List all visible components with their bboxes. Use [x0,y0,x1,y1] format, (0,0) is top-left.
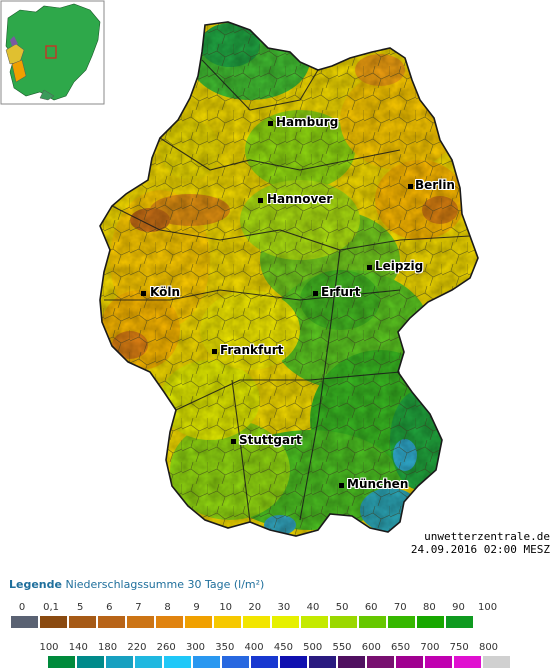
legend-tick-label: 180 [98,642,118,653]
city-dot-hamburg [268,121,273,126]
legend-tick-label: 260 [156,642,176,653]
legend-swatch [106,656,133,668]
credit-datetime: 24.09.2016 02:00 MESZ [410,543,550,556]
legend-tick-label: 70 [393,602,407,613]
legend-tick-label: 6 [106,602,113,613]
inset-europe-map [0,0,105,105]
city-dot-hannover [258,198,263,203]
legend-swatch [193,656,220,668]
legend-swatch [309,656,336,668]
legend-tick-label: 5 [77,602,84,613]
legend-swatch [359,616,386,628]
legend-swatch [77,656,104,668]
legend-swatch [222,656,249,668]
legend-swatch [164,656,191,668]
city-label-berlin: Berlin [415,178,455,192]
legend-swatch [48,656,75,668]
legend-tick-label: 220 [127,642,147,653]
legend-swatch [11,616,38,628]
legend-swatch [396,656,423,668]
legend-tick-label: 0,1 [43,602,60,613]
city-label-hamburg: Hamburg [276,115,339,129]
legend-swatch [483,656,510,668]
legend-swatch [243,616,270,628]
legend-tick-label: 350 [215,642,235,653]
scale1-labels: 0 0,1 5 6 7 8 9 10 20 30 40 50 60 70 80 90 100 [0,602,560,614]
legend-tick-label: 0 [18,602,26,613]
legend-tick-label: 30 [277,602,291,613]
legend-header: Legende Niederschlagssumme 30 Tage (l/m²… [9,578,264,591]
legend-swatch [425,656,452,668]
legend-swatch [388,616,415,628]
city-dot-stuttgart [231,439,236,444]
city-dot-muenchen [339,483,344,488]
legend-tick-label: 8 [164,602,171,613]
legend-tick-label: 500 [303,642,323,653]
legend-tick-label: 550 [332,642,352,653]
city-label-hannover: Hannover [267,192,333,206]
legend-swatch [367,656,394,668]
legend-tick-label: 450 [273,642,293,653]
legend-swatch [40,616,67,628]
legend-tick-label: 600 [361,642,381,653]
city-dot-koeln [141,291,146,296]
legend-tick-label: 750 [449,642,469,653]
legend-tick-label: 20 [248,602,262,613]
legend-swatch [454,656,481,668]
legend-tick-label: 800 [478,642,499,653]
legend-tick-label: 100 [39,642,59,653]
scale2-labels: 100 140 180 220 260 300 350 400 450 500 550 600 650 7… [0,642,560,654]
legend-tick-label: 400 [244,642,264,653]
city-dot-leipzig [367,265,372,270]
legend-tick-label: 300 [185,642,206,653]
credit-site: unwetterzentrale.de [424,530,550,543]
legend-swatch [417,616,444,628]
legend-swatch [185,616,212,628]
legend-swatch [135,656,162,668]
legend-tick-label: 40 [306,602,320,613]
city-label-muenchen: München [347,477,409,491]
legend-swatch [69,616,96,628]
city-label-koeln: Köln [150,285,180,299]
legend-tick-label: 100 [478,602,498,613]
legend-tick-label: 650 [391,642,411,653]
legend-title: Legende [9,578,62,591]
scale2-swatches [48,656,512,668]
city-label-leipzig: Leipzig [375,259,424,273]
legend-swatch [251,656,278,668]
legend-tick-label: 50 [335,602,349,613]
legend-swatch [156,616,183,628]
legend-swatch [338,656,365,668]
legend-tick-label: 80 [423,602,436,613]
legend-tick-label: 700 [420,642,440,653]
city-dot-frankfurt [212,349,217,354]
legend-swatch [301,616,328,628]
legend-tick-label: 7 [135,602,142,613]
legend-swatch [330,616,357,628]
scale1-swatches [11,616,475,628]
legend-tick-label: 10 [219,602,233,613]
legend-tick-label: 60 [364,602,378,613]
legend-swatch [127,616,154,628]
city-label-stuttgart: Stuttgart [239,433,302,447]
legend-swatch [446,616,473,628]
legend-swatch [98,616,125,628]
precipitation-map [0,0,479,537]
legend-swatch [280,656,307,668]
legend-tick-label: 140 [68,642,88,653]
city-label-frankfurt: Frankfurt [220,343,284,357]
city-dot-berlin [408,184,413,189]
legend-subtitle: Niederschlagssumme 30 Tage (l/m²) [65,578,265,591]
legend-tick-label: 9 [193,602,200,613]
city-label-erfurt: Erfurt [321,285,361,299]
city-dot-erfurt [313,291,318,296]
legend-swatch [272,616,299,628]
legend-tick-label: 90 [452,602,465,613]
legend-swatch [214,616,241,628]
